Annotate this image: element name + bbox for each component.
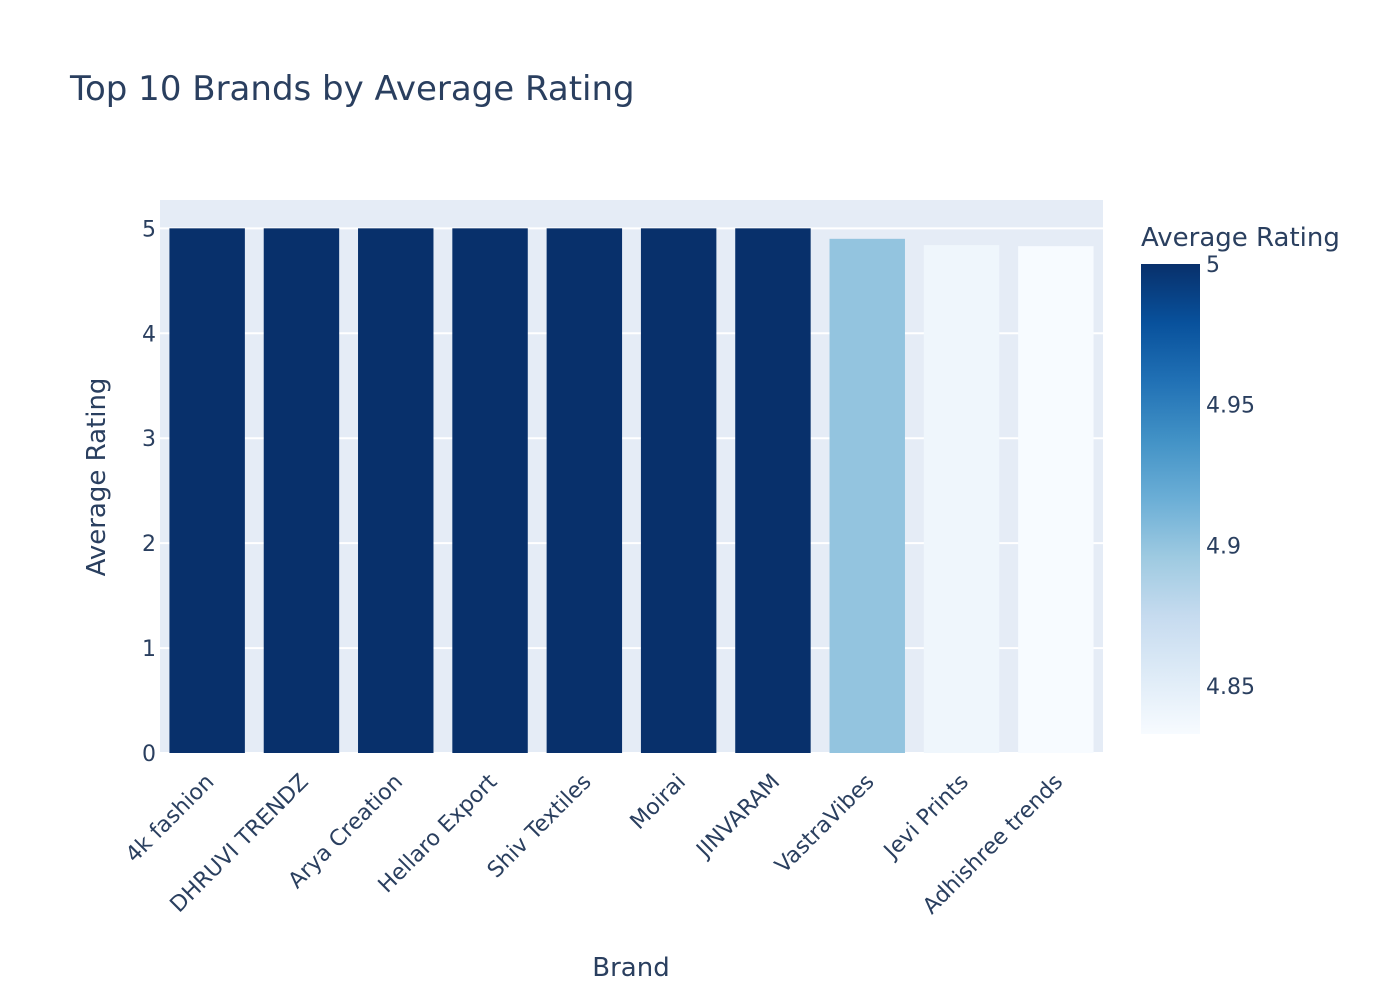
bar[interactable] bbox=[169, 228, 245, 754]
y-axis-label: Average Rating bbox=[82, 378, 112, 577]
x-tick-label: Jevi Prints bbox=[878, 770, 974, 866]
bar[interactable] bbox=[452, 228, 528, 754]
colorbar-tick-label: 4.9 bbox=[1206, 534, 1241, 559]
bar[interactable] bbox=[546, 228, 623, 754]
colorbar-tick-label: 5 bbox=[1206, 253, 1220, 278]
bar[interactable] bbox=[735, 228, 811, 754]
bar[interactable] bbox=[1018, 246, 1094, 753]
x-tick-label: JINVARAM bbox=[691, 770, 785, 864]
bar[interactable] bbox=[923, 245, 1000, 753]
chart-title: Top 10 Brands by Average Rating bbox=[69, 69, 635, 109]
bar[interactable] bbox=[358, 228, 434, 754]
x-tick-label: Moirai bbox=[626, 770, 691, 835]
y-axis-ticks: 0 1 2 3 4 5 bbox=[142, 217, 156, 767]
colorbar-tick-label: 4.95 bbox=[1206, 394, 1255, 419]
bars bbox=[169, 228, 1094, 754]
colorbar: Average Rating 4.85 4.9 4.95 5 bbox=[1141, 223, 1340, 734]
y-tick-label: 5 bbox=[142, 217, 156, 242]
y-tick-label: 4 bbox=[142, 322, 156, 347]
y-tick-label: 2 bbox=[142, 532, 156, 557]
bar[interactable] bbox=[640, 228, 717, 754]
colorbar-ticks: 4.85 4.9 4.95 5 bbox=[1206, 253, 1255, 700]
colorbar-gradient bbox=[1141, 264, 1200, 734]
x-tick-label: 4k fashion bbox=[121, 770, 219, 868]
colorbar-tick-label: 4.85 bbox=[1206, 675, 1255, 700]
x-axis-label: Brand bbox=[592, 953, 669, 983]
y-tick-label: 0 bbox=[142, 742, 156, 767]
y-tick-label: 1 bbox=[142, 637, 156, 662]
bar[interactable] bbox=[263, 228, 340, 754]
bar[interactable] bbox=[829, 238, 905, 753]
y-tick-label: 3 bbox=[142, 427, 156, 452]
colorbar-title: Average Rating bbox=[1141, 223, 1340, 253]
x-tick-label: VastraVibes bbox=[771, 770, 880, 879]
